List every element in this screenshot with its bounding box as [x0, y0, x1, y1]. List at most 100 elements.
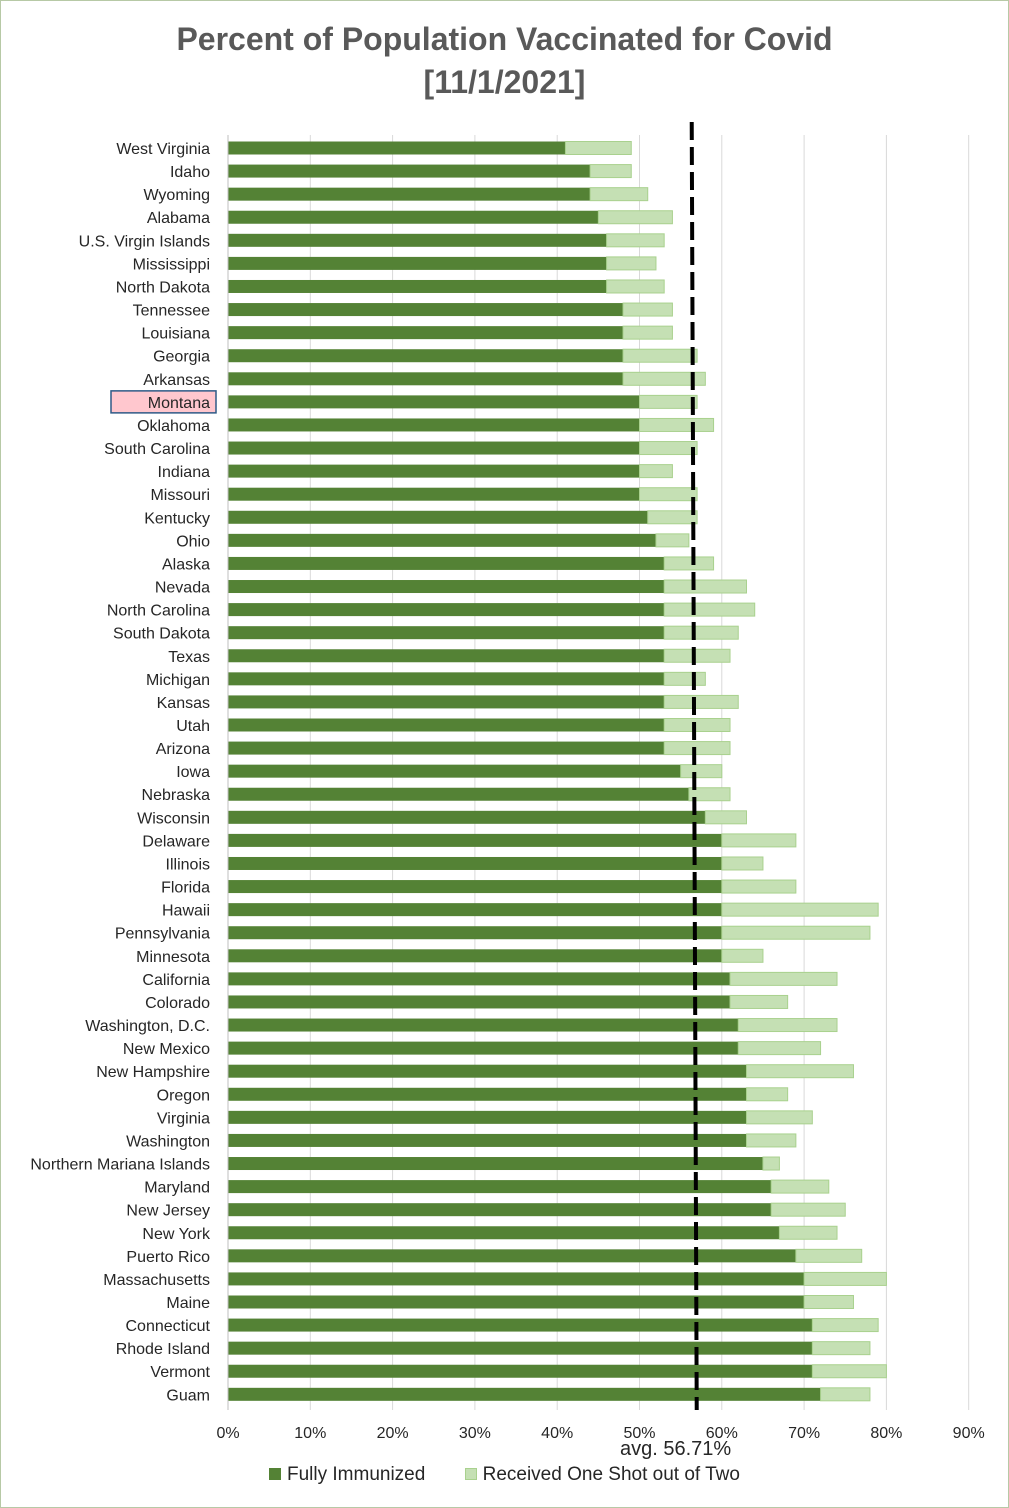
- bar-one-shot-new-mexico: [737, 1041, 822, 1056]
- category-label-colorado: Colorado: [145, 995, 210, 1012]
- bar-one-shot-alabama: [597, 210, 673, 225]
- bar-one-shot-maryland: [770, 1179, 830, 1194]
- bar-one-shot-louisiana: [622, 325, 673, 340]
- bar-fully-immunized-arizona: [228, 741, 665, 755]
- bar-fully-immunized-texas: [228, 649, 665, 663]
- bar-one-shot-north-dakota: [606, 279, 665, 294]
- bar-one-shot-delaware: [721, 833, 797, 848]
- chart-title-line1: Percent of Population Vaccinated for Cov…: [176, 21, 833, 57]
- bar-fully-immunized-minnesota: [228, 949, 722, 963]
- bar-fully-immunized-northern-mariana-islands: [228, 1157, 763, 1171]
- bar-fully-immunized-north-dakota: [228, 279, 607, 293]
- bar-fully-immunized-south-dakota: [228, 626, 665, 640]
- x-tick-label: 90%: [953, 1425, 985, 1442]
- category-label-alaska: Alaska: [162, 556, 210, 573]
- category-label-pennsylvania: Pennsylvania: [115, 926, 210, 943]
- bar-fully-immunized-california: [228, 972, 731, 986]
- bar-fully-immunized-maine: [228, 1295, 805, 1309]
- bar-fully-immunized-colorado: [228, 995, 731, 1009]
- category-label-indiana: Indiana: [158, 464, 211, 481]
- bar-fully-immunized-virginia: [228, 1110, 747, 1124]
- category-label-illinois: Illinois: [166, 856, 210, 873]
- bar-fully-immunized-missouri: [228, 487, 640, 501]
- bar-fully-immunized-ohio: [228, 533, 656, 547]
- category-label-michigan: Michigan: [146, 672, 210, 689]
- category-label-nevada: Nevada: [155, 580, 210, 597]
- bar-fully-immunized-massachusetts: [228, 1272, 805, 1286]
- category-label-arkansas: Arkansas: [143, 372, 210, 389]
- category-label-california: California: [142, 972, 210, 989]
- bar-fully-immunized-oregon: [228, 1087, 747, 1101]
- bar-one-shot-maine: [803, 1295, 854, 1309]
- legend-swatch-one-shot: [464, 1468, 477, 1480]
- category-label-arizona: Arizona: [156, 741, 210, 758]
- bar-one-shot-oklahoma: [639, 417, 715, 432]
- bar-one-shot-new-york: [778, 1225, 838, 1240]
- bar-one-shot-missouri: [639, 487, 698, 502]
- bar-one-shot-idaho: [589, 164, 632, 179]
- legend-label-fully-immunized: Fully Immunized: [287, 1464, 426, 1485]
- bar-fully-immunized-new-jersey: [228, 1203, 772, 1217]
- category-label-utah: Utah: [176, 718, 210, 735]
- bar-one-shot-mississippi: [606, 256, 657, 271]
- bar-one-shot-washington-d-c: [737, 1018, 838, 1033]
- category-label-new-jersey: New Jersey: [126, 1203, 210, 1220]
- category-label-south-dakota: South Dakota: [113, 626, 210, 643]
- bar-fully-immunized-new-mexico: [228, 1041, 739, 1055]
- bar-fully-immunized-florida: [228, 880, 722, 894]
- category-label-vermont: Vermont: [150, 1364, 210, 1381]
- category-label-connecticut: Connecticut: [126, 1318, 211, 1335]
- bar-one-shot-guam: [820, 1387, 871, 1402]
- bar-fully-immunized-iowa: [228, 764, 681, 778]
- bar-one-shot-north-carolina: [663, 602, 756, 617]
- bar-one-shot-rhode-island: [811, 1341, 871, 1356]
- bar-fully-immunized-north-carolina: [228, 603, 665, 617]
- bar-fully-immunized-hawaii: [228, 903, 722, 917]
- bar-one-shot-south-dakota: [663, 625, 739, 640]
- category-label-alabama: Alabama: [147, 210, 210, 227]
- category-label-kentucky: Kentucky: [144, 510, 210, 527]
- category-label-puerto-rico: Puerto Rico: [126, 1249, 210, 1266]
- bar-one-shot-nebraska: [688, 787, 731, 802]
- category-label-montana: Montana: [148, 395, 210, 412]
- bar-one-shot-washington: [745, 1133, 797, 1148]
- category-label-georgia: Georgia: [153, 349, 210, 366]
- category-label-mississippi: Mississippi: [133, 256, 210, 273]
- category-label-oregon: Oregon: [157, 1087, 210, 1104]
- bar-one-shot-west-virginia: [564, 141, 632, 155]
- bar-one-shot-arkansas: [622, 371, 706, 386]
- bar-fully-immunized-vermont: [228, 1364, 813, 1378]
- bar-fully-immunized-washington-d-c: [228, 1018, 739, 1032]
- bar-fully-immunized-connecticut: [228, 1318, 813, 1332]
- bar-one-shot-illinois: [721, 856, 764, 871]
- bar-one-shot-ohio: [655, 533, 690, 548]
- bar-one-shot-indiana: [639, 464, 673, 479]
- bar-one-shot-kentucky: [647, 510, 698, 525]
- category-label-maryland: Maryland: [144, 1180, 210, 1197]
- bar-one-shot-connecticut: [811, 1318, 879, 1333]
- category-label-oklahoma: Oklahoma: [137, 418, 210, 435]
- category-label-north-dakota: North Dakota: [116, 279, 210, 296]
- bar-fully-immunized-mississippi: [228, 256, 607, 270]
- bar-one-shot-montana: [639, 394, 698, 409]
- category-label-tennessee: Tennessee: [133, 303, 210, 320]
- bar-fully-immunized-louisiana: [228, 326, 624, 340]
- bar-fully-immunized-u-s-virgin-islands: [228, 233, 607, 247]
- average-label: avg. 56.71%: [620, 1438, 732, 1460]
- bar-fully-immunized-kentucky: [228, 510, 648, 524]
- category-label-idaho: Idaho: [170, 164, 210, 181]
- category-label-wisconsin: Wisconsin: [137, 810, 210, 827]
- bar-one-shot-virginia: [745, 1110, 813, 1125]
- x-tick-label: 40%: [541, 1425, 573, 1442]
- bar-one-shot-texas: [663, 648, 731, 663]
- bar-one-shot-wisconsin: [704, 810, 747, 825]
- category-label-wyoming: Wyoming: [143, 187, 210, 204]
- category-label-maine: Maine: [166, 1295, 210, 1312]
- bar-one-shot-michigan: [663, 671, 706, 686]
- bar-one-shot-tennessee: [622, 302, 673, 317]
- x-tick-label: 30%: [459, 1425, 491, 1442]
- bar-fully-immunized-utah: [228, 718, 665, 732]
- category-label-hawaii: Hawaii: [162, 903, 210, 920]
- bar-fully-immunized-wisconsin: [228, 810, 706, 824]
